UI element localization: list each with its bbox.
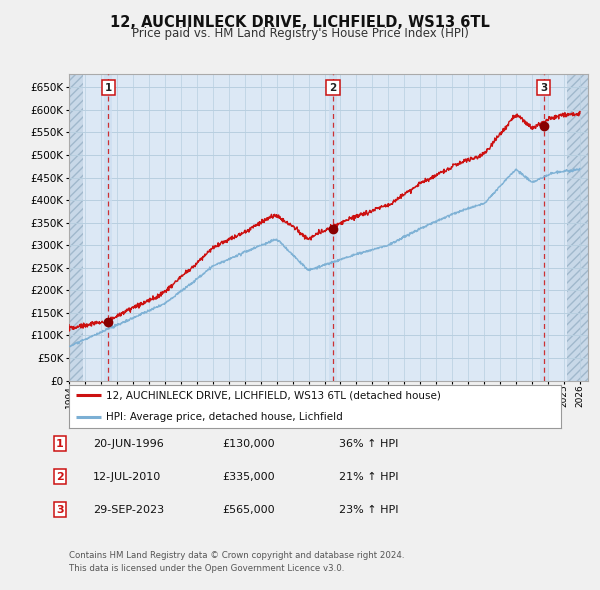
Bar [104, 74, 112, 381]
Text: Price paid vs. HM Land Registry's House Price Index (HPI): Price paid vs. HM Land Registry's House … [131, 27, 469, 40]
Bar [69, 74, 83, 381]
Text: HPI: Average price, detached house, Lichfield: HPI: Average price, detached house, Lich… [106, 412, 343, 422]
Text: This data is licensed under the Open Government Licence v3.0.: This data is licensed under the Open Gov… [69, 563, 344, 572]
Text: 12, AUCHINLECK DRIVE, LICHFIELD, WS13 6TL: 12, AUCHINLECK DRIVE, LICHFIELD, WS13 6T… [110, 15, 490, 30]
Bar [329, 74, 337, 381]
Text: 29-SEP-2023: 29-SEP-2023 [93, 505, 164, 514]
Text: 3: 3 [56, 505, 64, 514]
Text: 1: 1 [56, 439, 64, 448]
Text: 23% ↑ HPI: 23% ↑ HPI [339, 505, 398, 514]
Text: 2: 2 [329, 83, 337, 93]
Bar [540, 74, 548, 381]
Text: £565,000: £565,000 [222, 505, 275, 514]
Text: 12, AUCHINLECK DRIVE, LICHFIELD, WS13 6TL (detached house): 12, AUCHINLECK DRIVE, LICHFIELD, WS13 6T… [106, 391, 441, 401]
Text: £335,000: £335,000 [222, 472, 275, 481]
Text: 20-JUN-1996: 20-JUN-1996 [93, 439, 164, 448]
Text: 3: 3 [540, 83, 548, 93]
Text: 1: 1 [104, 83, 112, 93]
Text: 12-JUL-2010: 12-JUL-2010 [93, 472, 161, 481]
Text: Contains HM Land Registry data © Crown copyright and database right 2024.: Contains HM Land Registry data © Crown c… [69, 550, 404, 559]
Bar [567, 74, 588, 381]
Text: 21% ↑ HPI: 21% ↑ HPI [339, 472, 398, 481]
Text: 2: 2 [56, 472, 64, 481]
Text: £130,000: £130,000 [222, 439, 275, 448]
Text: 36% ↑ HPI: 36% ↑ HPI [339, 439, 398, 448]
